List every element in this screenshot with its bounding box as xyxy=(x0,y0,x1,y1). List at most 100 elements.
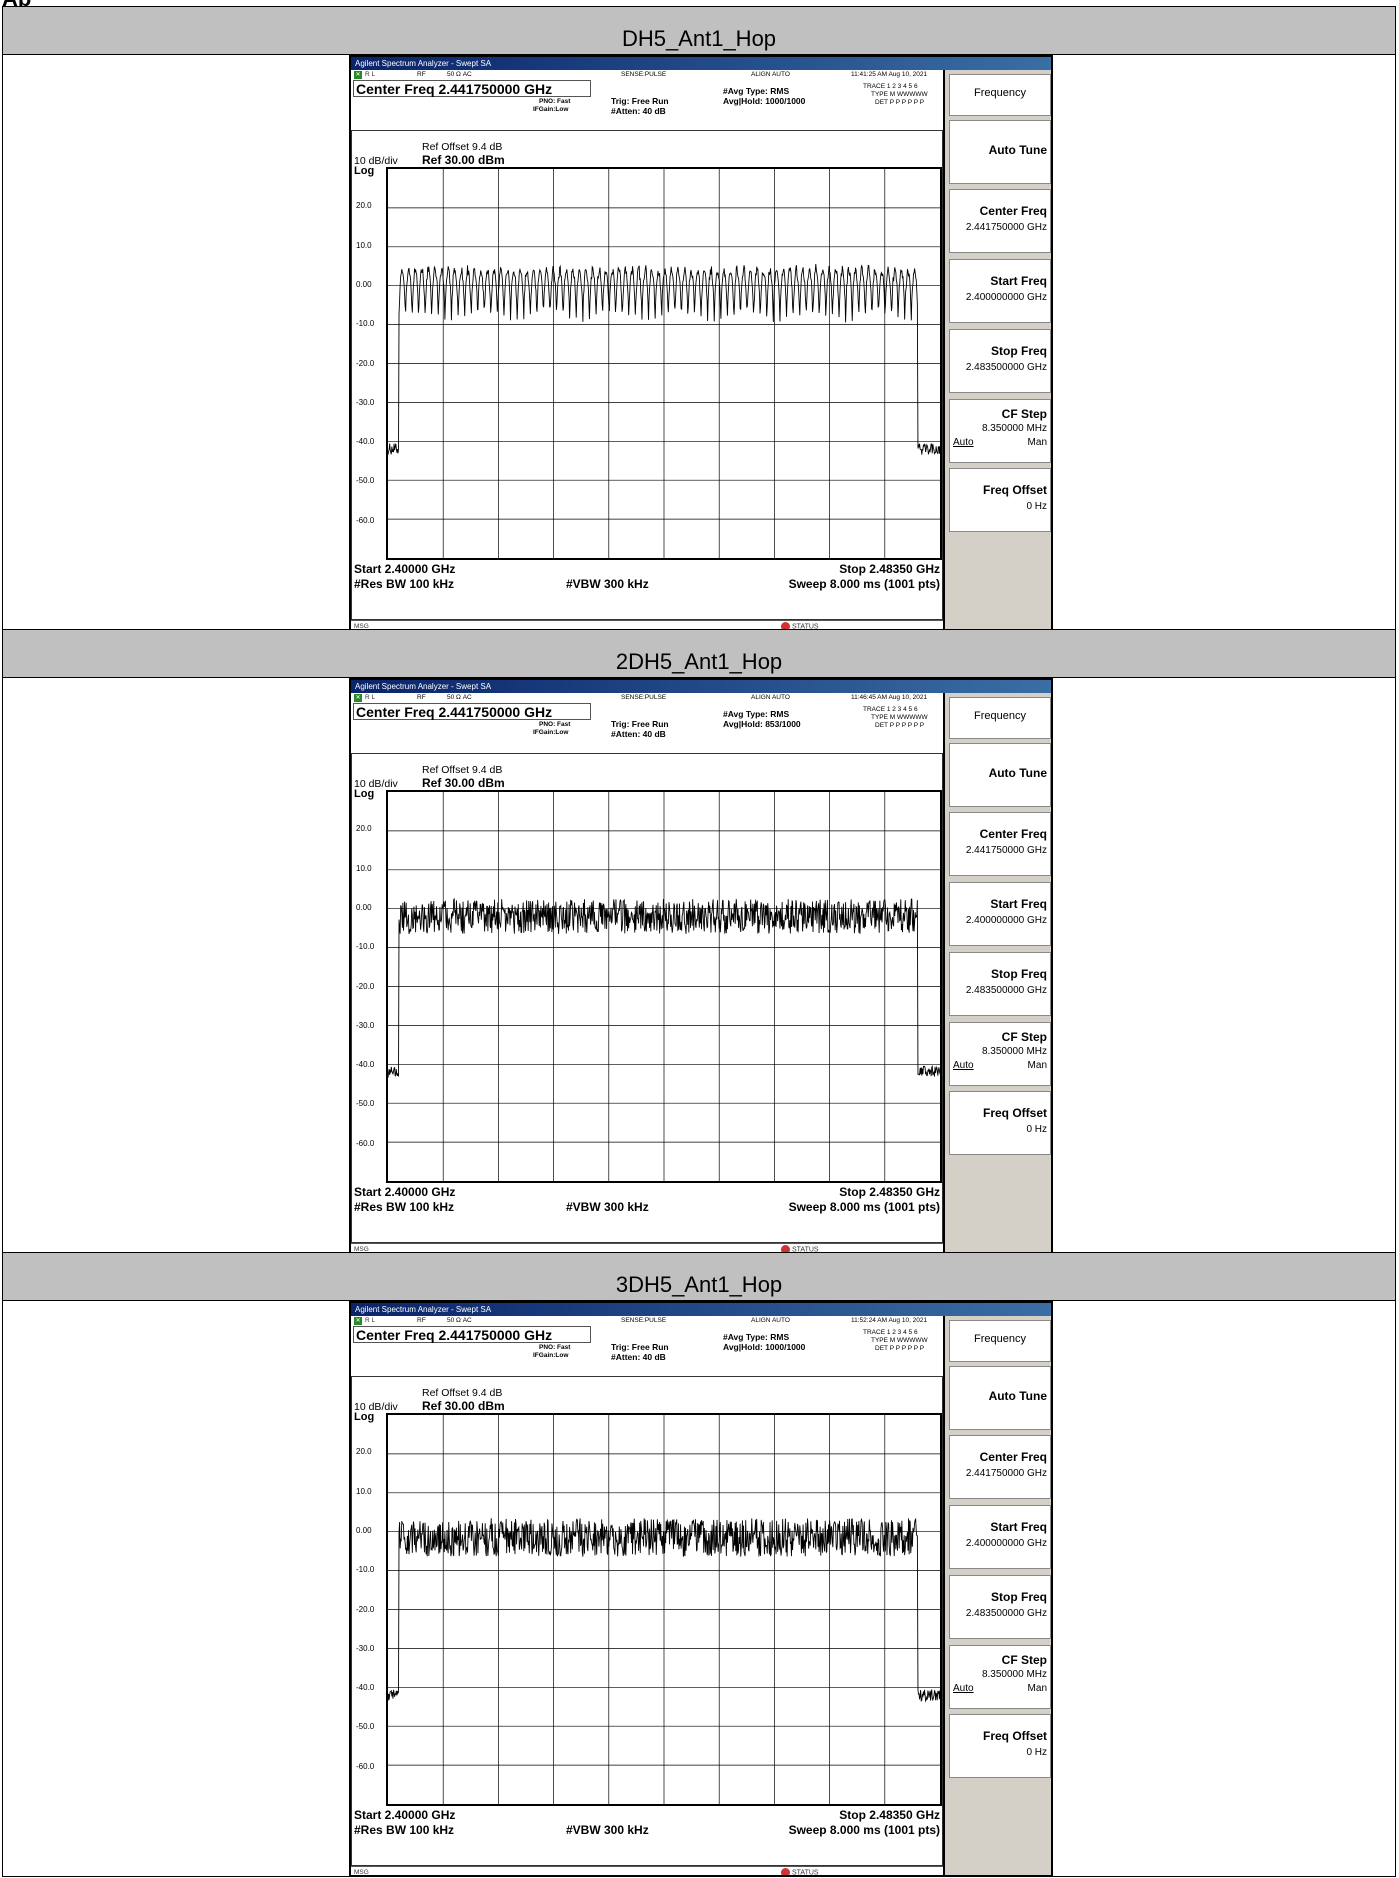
softkey-menu-title: Frequency xyxy=(949,697,1051,739)
softkey-cf-step[interactable]: CF Step 8.350000 MHz Auto Man xyxy=(949,1645,1051,1709)
start-freq-key-label: Start Freq xyxy=(990,897,1047,911)
y-tick-label: 0.00 xyxy=(356,1525,372,1535)
softkey-cf-step[interactable]: CF Step 8.350000 MHz Auto Man xyxy=(949,399,1051,463)
status-sense: SENSE:PULSE xyxy=(621,694,667,701)
stop-freq-value: 2.483500000 GHz xyxy=(965,362,1047,373)
det-row: DET P P P P P P xyxy=(875,99,925,106)
status-icon xyxy=(781,1868,790,1875)
spectrum-analyzer-screenshot: Agilent Spectrum Analyzer - Swept SA ✕ R … xyxy=(349,678,1053,1254)
status-row: ✕ R L RF 50 Ω AC SENSE:PULSE ALIGN AUTO 1… xyxy=(351,1316,943,1327)
auto-tune-label: Auto Tune xyxy=(988,766,1047,780)
cf-step-man: Man xyxy=(1027,437,1047,448)
spectrum-svg xyxy=(388,1415,940,1804)
center-freq-value: 2.441750000 GHz xyxy=(965,1468,1047,1479)
avg-hold-label: Avg|Hold: 1000/1000 xyxy=(723,1342,806,1352)
softkey-freq-offset[interactable]: Freq Offset 0 Hz xyxy=(949,468,1051,532)
freq-offset-value: 0 Hz xyxy=(1026,501,1047,512)
trigger-label: Trig: Free Run xyxy=(611,96,669,106)
status-rf: RF xyxy=(417,694,426,701)
spectrum-analyzer-screenshot: Agilent Spectrum Analyzer - Swept SA ✕ R … xyxy=(349,1301,1053,1877)
auto-tune-label: Auto Tune xyxy=(988,143,1047,157)
spectrum-trace xyxy=(388,1517,940,1703)
status-impedance: 50 Ω AC xyxy=(447,694,472,701)
message-bar: MSG STATUS xyxy=(351,1243,943,1252)
window-title: Agilent Spectrum Analyzer - Swept SA xyxy=(355,1305,492,1314)
softkey-start-freq[interactable]: Start Freq 2.400000000 GHz xyxy=(949,882,1051,946)
softkey-freq-offset[interactable]: Freq Offset 0 Hz xyxy=(949,1091,1051,1155)
rbw-label: #Res BW 100 kHz xyxy=(354,577,455,591)
rbw-label: #Res BW 100 kHz xyxy=(354,1200,455,1214)
softkey-center-freq[interactable]: Center Freq 2.441750000 GHz xyxy=(949,1435,1051,1499)
softkey-auto-tune[interactable]: Auto Tune xyxy=(949,743,1051,807)
y-tick-label: -50.0 xyxy=(356,1099,375,1109)
softkey-panel: Frequency Auto Tune Center Freq 2.4417500… xyxy=(943,1316,1051,1875)
start-freq-label: Start 2.40000 GHz xyxy=(354,1185,456,1199)
message-bar: MSG STATUS xyxy=(351,1866,943,1876)
measurement-info-bar: ✕ R L RF 50 Ω AC SENSE:PULSE ALIGN AUTO 1… xyxy=(351,1316,943,1376)
softkey-stop-freq[interactable]: Stop Freq 2.483500000 GHz xyxy=(949,329,1051,393)
section-header: 3DH5_Ant1_Hop xyxy=(3,1253,1395,1301)
softkey-stop-freq[interactable]: Stop Freq 2.483500000 GHz xyxy=(949,952,1051,1016)
cf-step-man: Man xyxy=(1027,1060,1047,1071)
y-tick-label: -30.0 xyxy=(356,1643,375,1653)
softkey-stop-freq[interactable]: Stop Freq 2.483500000 GHz xyxy=(949,1575,1051,1639)
freq-offset-label: Freq Offset xyxy=(982,483,1047,497)
status-indicator[interactable]: STATUS xyxy=(781,622,819,629)
ref-level-label: Ref 30.00 dBm xyxy=(422,776,505,790)
softkey-center-freq[interactable]: Center Freq 2.441750000 GHz xyxy=(949,189,1051,253)
spectrum-analyzer-screenshot: Agilent Spectrum Analyzer - Swept SA ✕ R … xyxy=(349,55,1053,631)
cf-step-man: Man xyxy=(1027,1683,1047,1694)
rbw-label: #Res BW 100 kHz xyxy=(354,1823,455,1837)
center-freq-display: Center Freq 2.441750000 GHz xyxy=(353,80,591,97)
trigger-label: Trig: Free Run xyxy=(611,1342,669,1352)
pno-label: PNO: Fast xyxy=(539,1344,571,1351)
cf-step-value: 8.350000 MHz xyxy=(981,1669,1047,1680)
status-rl-text: R L xyxy=(365,71,376,78)
det-row: DET P P P P P P xyxy=(875,722,925,729)
stop-freq-label: Stop 2.48350 GHz xyxy=(839,1808,940,1822)
y-tick-label: 10.0 xyxy=(356,1486,372,1496)
softkey-start-freq[interactable]: Start Freq 2.400000000 GHz xyxy=(949,1505,1051,1569)
y-tick-label: 0.00 xyxy=(356,279,372,289)
window-title: Agilent Spectrum Analyzer - Swept SA xyxy=(355,682,492,691)
softkey-center-freq[interactable]: Center Freq 2.441750000 GHz xyxy=(949,812,1051,876)
status-rf: RF xyxy=(417,71,426,78)
y-tick-label: -20.0 xyxy=(356,1604,375,1614)
trace-row: TRACE 1 2 3 4 5 6 xyxy=(863,1329,918,1336)
cf-step-auto: Auto xyxy=(953,1683,974,1694)
scale-label: 10 dB/div xyxy=(354,1401,398,1413)
center-freq-label: Center Freq xyxy=(979,204,1047,218)
softkey-auto-tune[interactable]: Auto Tune xyxy=(949,1366,1051,1430)
status-rl-text: R L xyxy=(365,694,376,701)
freq-offset-label: Freq Offset xyxy=(982,1106,1047,1120)
status-indicator[interactable]: STATUS xyxy=(781,1868,819,1875)
avg-type-label: #Avg Type: RMS xyxy=(723,709,790,719)
msg-label: MSG xyxy=(354,1869,369,1876)
ref-offset-label: Ref Offset 9.4 dB xyxy=(422,141,503,153)
start-freq-label: Start 2.40000 GHz xyxy=(354,1808,456,1822)
x-icon: ✕ xyxy=(354,1317,362,1325)
spectrum-plot xyxy=(386,1413,942,1806)
softkey-cf-step[interactable]: CF Step 8.350000 MHz Auto Man xyxy=(949,1022,1051,1086)
section-header: DH5_Ant1_Hop xyxy=(3,7,1395,55)
type-row: TYPE M WWWWW xyxy=(871,1337,928,1344)
softkey-start-freq[interactable]: Start Freq 2.400000000 GHz xyxy=(949,259,1051,323)
plot-panel: Ref Offset 9.4 dB 10 dB/div Ref 30.00 dB… xyxy=(351,130,943,620)
log-label: Log xyxy=(354,788,375,800)
pno-label: PNO: Fast xyxy=(539,721,571,728)
status-rl: ✕ R L xyxy=(354,694,375,702)
status-align: ALIGN AUTO xyxy=(751,694,790,701)
ref-offset-label: Ref Offset 9.4 dB xyxy=(422,1387,503,1399)
softkey-freq-offset[interactable]: Freq Offset 0 Hz xyxy=(949,1714,1051,1778)
stop-freq-key-label: Stop Freq xyxy=(991,967,1047,981)
softkey-auto-tune[interactable]: Auto Tune xyxy=(949,120,1051,184)
section-title: DH5_Ant1_Hop xyxy=(621,26,777,51)
status-impedance: 50 Ω AC xyxy=(447,1317,472,1324)
ifgain-label: IFGain:Low xyxy=(533,106,569,113)
freq-offset-value: 0 Hz xyxy=(1026,1124,1047,1135)
status-row: ✕ R L RF 50 Ω AC SENSE:PULSE ALIGN AUTO 1… xyxy=(351,70,943,81)
sweep-label: Sweep 8.000 ms (1001 pts) xyxy=(788,1200,940,1214)
center-freq-label: Center Freq xyxy=(979,1450,1047,1464)
status-rl-text: R L xyxy=(365,1317,376,1324)
status-indicator[interactable]: STATUS xyxy=(781,1245,819,1252)
